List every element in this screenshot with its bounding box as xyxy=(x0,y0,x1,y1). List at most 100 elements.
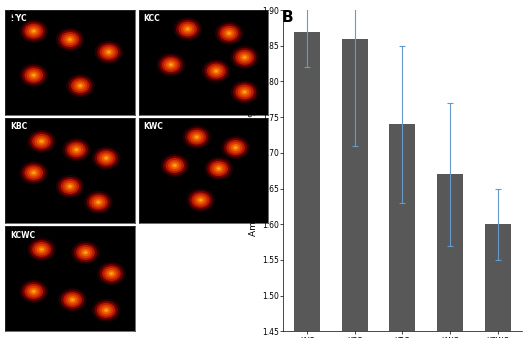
Circle shape xyxy=(87,193,110,212)
Circle shape xyxy=(221,136,250,159)
Circle shape xyxy=(92,147,121,170)
Circle shape xyxy=(220,26,238,41)
Circle shape xyxy=(24,68,43,83)
Circle shape xyxy=(105,309,108,311)
Circle shape xyxy=(79,247,92,258)
Circle shape xyxy=(70,144,83,155)
Text: KBC: KBC xyxy=(11,122,28,131)
Circle shape xyxy=(242,55,247,59)
Circle shape xyxy=(24,284,43,299)
Circle shape xyxy=(71,241,100,264)
Circle shape xyxy=(109,271,114,275)
Circle shape xyxy=(63,181,77,192)
Circle shape xyxy=(65,140,88,159)
Y-axis label: Amount of telomeric DNA(%): Amount of telomeric DNA(%) xyxy=(249,105,258,236)
Circle shape xyxy=(92,299,121,322)
Circle shape xyxy=(94,301,118,320)
Circle shape xyxy=(212,67,221,75)
Circle shape xyxy=(41,248,43,250)
Circle shape xyxy=(81,249,90,256)
Bar xyxy=(485,224,511,331)
Circle shape xyxy=(162,57,180,72)
Circle shape xyxy=(66,294,80,305)
Circle shape xyxy=(62,138,91,161)
Circle shape xyxy=(106,50,111,54)
Circle shape xyxy=(176,20,199,39)
Circle shape xyxy=(222,28,236,39)
Circle shape xyxy=(163,156,187,175)
Circle shape xyxy=(74,148,79,152)
Circle shape xyxy=(27,238,56,261)
Circle shape xyxy=(24,165,43,180)
Text: KWC: KWC xyxy=(144,122,163,131)
Circle shape xyxy=(22,66,45,84)
Circle shape xyxy=(58,288,87,311)
Circle shape xyxy=(236,50,254,65)
Circle shape xyxy=(56,28,84,51)
Circle shape xyxy=(240,88,249,96)
Circle shape xyxy=(96,200,101,204)
Circle shape xyxy=(212,163,226,174)
Circle shape xyxy=(27,167,41,178)
Circle shape xyxy=(185,27,190,31)
Circle shape xyxy=(230,46,259,69)
Circle shape xyxy=(202,59,230,82)
Circle shape xyxy=(179,22,197,37)
Circle shape xyxy=(22,282,45,301)
Circle shape xyxy=(69,76,92,95)
Circle shape xyxy=(33,30,35,32)
Circle shape xyxy=(68,296,77,304)
Circle shape xyxy=(65,183,74,190)
Circle shape xyxy=(92,197,105,208)
Circle shape xyxy=(104,156,109,160)
Circle shape xyxy=(236,84,254,99)
Circle shape xyxy=(233,146,238,150)
Circle shape xyxy=(27,26,41,37)
Circle shape xyxy=(110,273,112,274)
Circle shape xyxy=(170,64,172,66)
Circle shape xyxy=(170,162,179,169)
Circle shape xyxy=(37,246,46,253)
Circle shape xyxy=(94,149,118,168)
Text: KCWC: KCWC xyxy=(11,231,35,240)
Circle shape xyxy=(19,20,48,43)
Circle shape xyxy=(242,90,247,94)
Circle shape xyxy=(215,22,243,45)
Circle shape xyxy=(97,262,125,285)
Circle shape xyxy=(218,168,220,170)
Circle shape xyxy=(183,25,192,33)
Circle shape xyxy=(204,62,228,80)
Circle shape xyxy=(235,147,237,148)
Circle shape xyxy=(107,270,116,277)
Circle shape xyxy=(84,191,113,214)
Circle shape xyxy=(39,247,44,251)
Circle shape xyxy=(72,146,81,153)
Circle shape xyxy=(226,140,245,155)
Circle shape xyxy=(58,177,82,196)
Circle shape xyxy=(238,87,251,98)
Circle shape xyxy=(225,29,233,37)
Circle shape xyxy=(84,251,86,254)
Circle shape xyxy=(102,47,115,58)
Circle shape xyxy=(65,36,74,43)
Circle shape xyxy=(66,74,94,97)
Circle shape xyxy=(181,23,194,34)
Circle shape xyxy=(19,161,48,184)
Circle shape xyxy=(73,80,87,91)
Circle shape xyxy=(218,24,241,43)
Circle shape xyxy=(104,308,109,312)
Circle shape xyxy=(33,172,35,174)
Circle shape xyxy=(67,38,73,42)
Circle shape xyxy=(29,27,38,35)
Circle shape xyxy=(104,268,118,279)
Bar xyxy=(389,124,415,331)
Circle shape xyxy=(100,305,113,316)
Circle shape xyxy=(188,129,206,145)
Circle shape xyxy=(182,126,211,149)
Circle shape xyxy=(164,59,178,70)
Circle shape xyxy=(157,53,185,76)
Circle shape xyxy=(27,286,41,297)
Circle shape xyxy=(89,195,108,210)
Circle shape xyxy=(56,175,84,198)
Circle shape xyxy=(190,131,203,143)
